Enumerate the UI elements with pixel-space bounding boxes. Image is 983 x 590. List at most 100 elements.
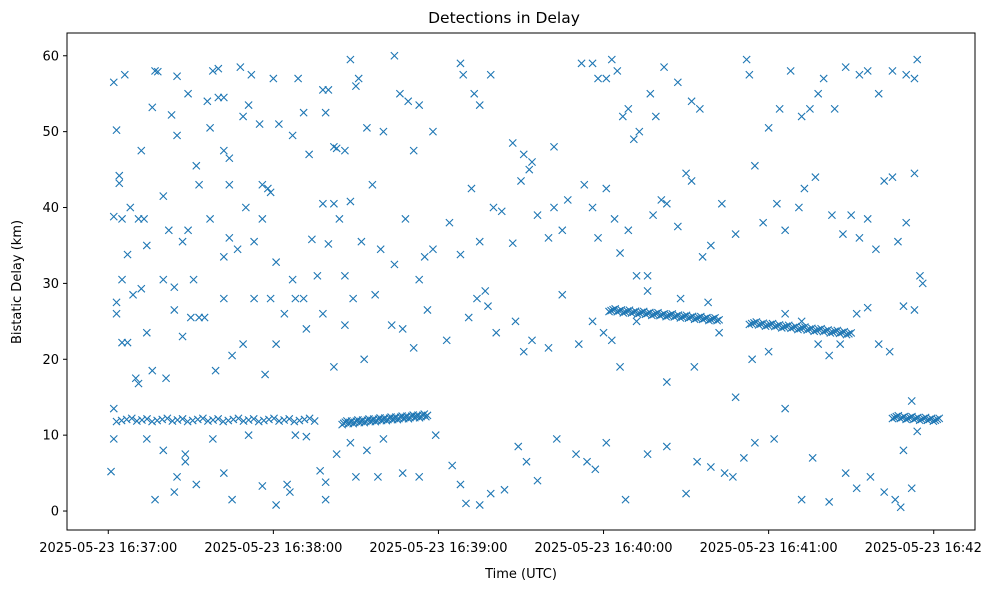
data-point — [255, 120, 264, 129]
data-point — [643, 286, 652, 295]
data-point — [808, 453, 817, 462]
data-point — [583, 457, 592, 466]
data-point — [880, 488, 889, 497]
data-point — [766, 320, 775, 329]
data-point — [602, 74, 611, 83]
data-point — [285, 414, 294, 423]
data-point — [500, 485, 509, 494]
data-point — [643, 450, 652, 459]
data-point — [368, 180, 377, 189]
data-point — [885, 347, 894, 356]
data-point — [300, 415, 309, 424]
data-point — [483, 302, 492, 311]
data-point — [123, 250, 132, 259]
data-point — [893, 237, 902, 246]
data-point — [800, 184, 809, 193]
data-point — [280, 309, 289, 318]
data-point — [302, 324, 311, 333]
data-point — [376, 245, 385, 254]
data-point — [728, 472, 737, 481]
data-point — [122, 415, 131, 424]
data-point — [607, 55, 616, 64]
data-point — [825, 497, 834, 506]
data-point — [346, 438, 355, 447]
data-point — [137, 284, 146, 293]
data-point — [558, 290, 567, 299]
data-point — [935, 414, 944, 423]
data-point — [528, 336, 536, 345]
data-point — [258, 180, 267, 189]
data-point — [373, 472, 382, 481]
data-point — [390, 260, 399, 269]
data-point — [830, 104, 839, 113]
data-point — [577, 59, 586, 68]
data-point — [316, 466, 325, 475]
data-point — [415, 101, 424, 110]
data-point — [863, 303, 872, 312]
data-point — [522, 457, 531, 466]
data-point — [234, 414, 243, 423]
data-point — [151, 495, 160, 504]
data-point — [219, 146, 228, 155]
data-point — [211, 366, 220, 375]
y-tick-label: 40 — [42, 201, 59, 216]
data-point — [533, 476, 542, 485]
data-point — [632, 271, 641, 280]
data-point — [170, 305, 179, 314]
data-point — [836, 340, 845, 349]
data-point — [340, 146, 349, 155]
data-point — [324, 85, 333, 94]
data-point — [272, 500, 281, 509]
data-point — [159, 275, 168, 284]
data-point — [409, 146, 418, 155]
data-point — [266, 188, 275, 197]
data-point — [148, 366, 157, 375]
data-point — [148, 417, 157, 426]
data-point — [770, 322, 779, 331]
data-point — [283, 480, 292, 489]
data-point — [448, 461, 457, 470]
data-point — [550, 203, 559, 212]
data-point — [357, 237, 366, 246]
y-axis-ticks: 0 10 20 30 40 50 60 — [42, 49, 67, 520]
data-point — [461, 499, 470, 508]
data-point — [329, 362, 338, 371]
data-point — [657, 195, 666, 204]
data-point — [742, 55, 751, 64]
data-point — [428, 245, 437, 254]
data-point — [236, 63, 245, 72]
y-tick-label: 30 — [42, 277, 59, 292]
data-point — [693, 457, 702, 466]
data-point — [472, 294, 481, 303]
data-point — [203, 97, 212, 106]
data-point — [633, 310, 642, 319]
data-point — [259, 416, 268, 425]
data-point — [871, 245, 880, 254]
data-point — [775, 104, 784, 113]
data-point — [173, 131, 182, 140]
data-point — [594, 233, 603, 242]
data-point — [558, 226, 567, 235]
data-point — [224, 416, 233, 425]
data-point — [198, 414, 207, 423]
data-point — [285, 488, 294, 497]
data-point — [899, 446, 908, 455]
data-point — [599, 328, 608, 337]
data-point — [272, 340, 281, 349]
data-point — [288, 275, 297, 284]
data-point — [715, 328, 724, 337]
data-point — [781, 404, 790, 413]
data-point — [662, 378, 671, 387]
data-point — [299, 294, 308, 303]
data-point — [142, 434, 151, 443]
data-point — [588, 59, 597, 68]
data-point — [214, 64, 223, 73]
data-point — [797, 112, 806, 121]
data-point — [219, 93, 228, 102]
data-point — [173, 415, 182, 424]
data-point — [673, 222, 682, 231]
data-point — [203, 417, 212, 426]
data-point — [475, 500, 484, 509]
data-point — [170, 283, 179, 292]
